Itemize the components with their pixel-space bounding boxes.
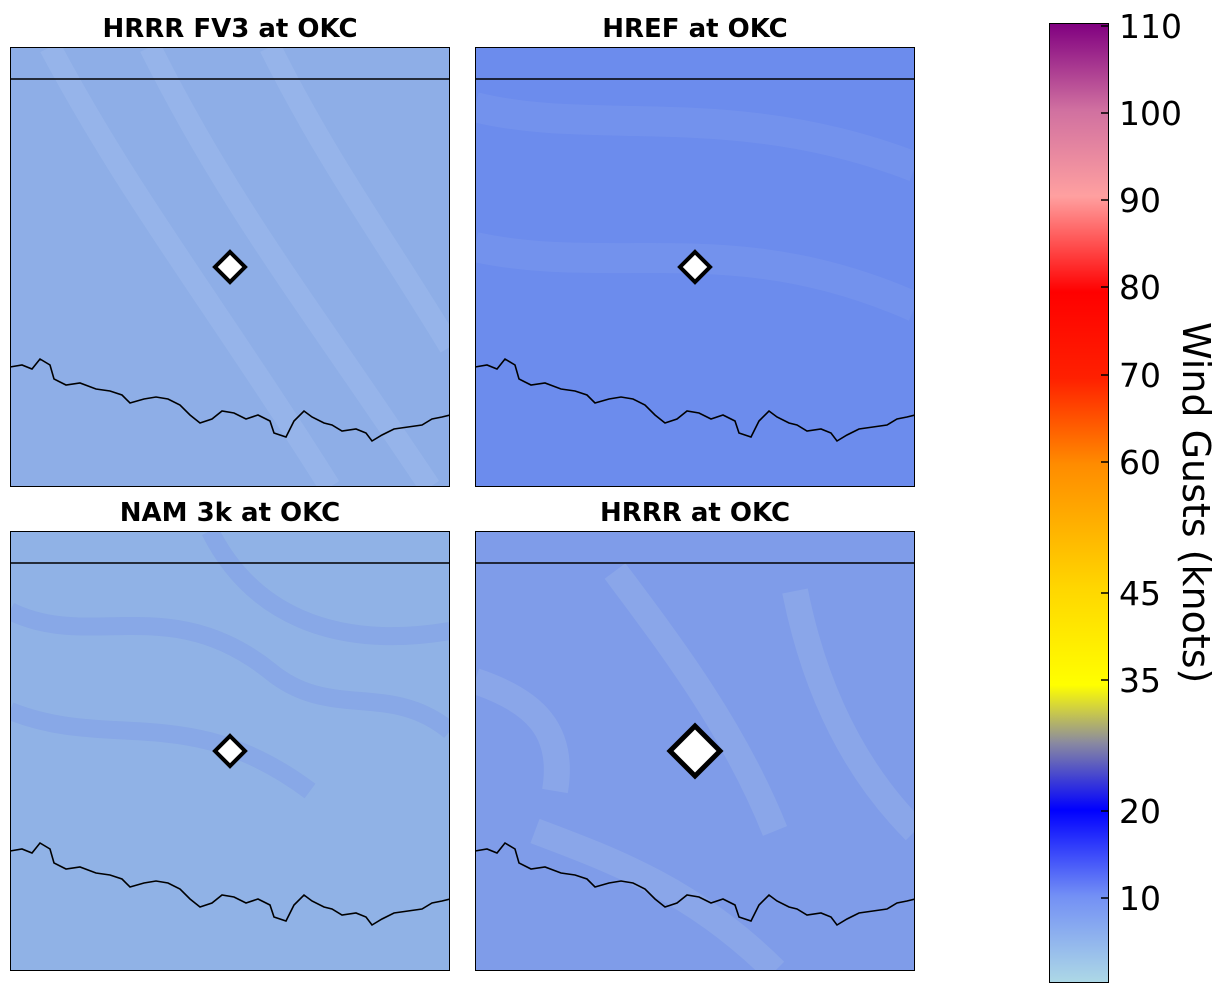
map-panel-hrrr-fv3	[10, 47, 450, 487]
map-panel-hrrr	[475, 531, 915, 971]
colorbar-tick-label: 80	[1119, 268, 1161, 307]
map-frame	[10, 47, 450, 487]
colorbar-tick-label: 35	[1119, 661, 1161, 700]
wind-texture	[40, 47, 450, 487]
colorbar-tick-label: 20	[1119, 792, 1161, 831]
map-panel-href	[475, 47, 915, 487]
wind-texture	[475, 92, 915, 321]
map-frame	[475, 531, 915, 971]
colorbar-gradient	[1049, 23, 1109, 983]
colorbar-title: Wind Gusts (knots)	[1174, 322, 1215, 684]
colorbar	[1049, 23, 1109, 983]
map-panel-nam-3k	[10, 531, 450, 971]
panel-title-hrrr: HRRR at OKC	[599, 498, 791, 528]
colorbar-tick-label: 70	[1119, 356, 1161, 395]
colorbar-tick-label: 100	[1119, 94, 1182, 133]
panel-title-hrrr-fv3: HRRR FV3 at OKC	[102, 14, 358, 44]
colorbar-tick-label: 110	[1119, 7, 1182, 46]
red-river-border	[10, 357, 450, 443]
okc-station-marker	[677, 249, 713, 285]
colorbar-tick-label: 90	[1119, 181, 1161, 220]
colorbar-tick-label: 10	[1119, 879, 1161, 918]
colorbar-tick-label: 60	[1119, 443, 1161, 482]
map-frame	[10, 531, 450, 971]
colorbar-tick-marks	[1101, 25, 1109, 899]
okc-station-marker	[212, 733, 248, 769]
red-river-border	[475, 841, 915, 927]
map-frame	[475, 47, 915, 487]
colorbar-tick-label: 45	[1119, 574, 1161, 613]
red-river-border	[475, 357, 915, 443]
panel-title-nam-3k: NAM 3k at OKC	[119, 498, 341, 528]
panel-title-href: HREF at OKC	[602, 14, 788, 44]
wind-texture	[10, 531, 450, 799]
wind-texture	[475, 563, 915, 971]
okc-station-marker	[666, 722, 724, 780]
red-river-border	[10, 841, 450, 927]
okc-station-marker	[212, 249, 248, 285]
